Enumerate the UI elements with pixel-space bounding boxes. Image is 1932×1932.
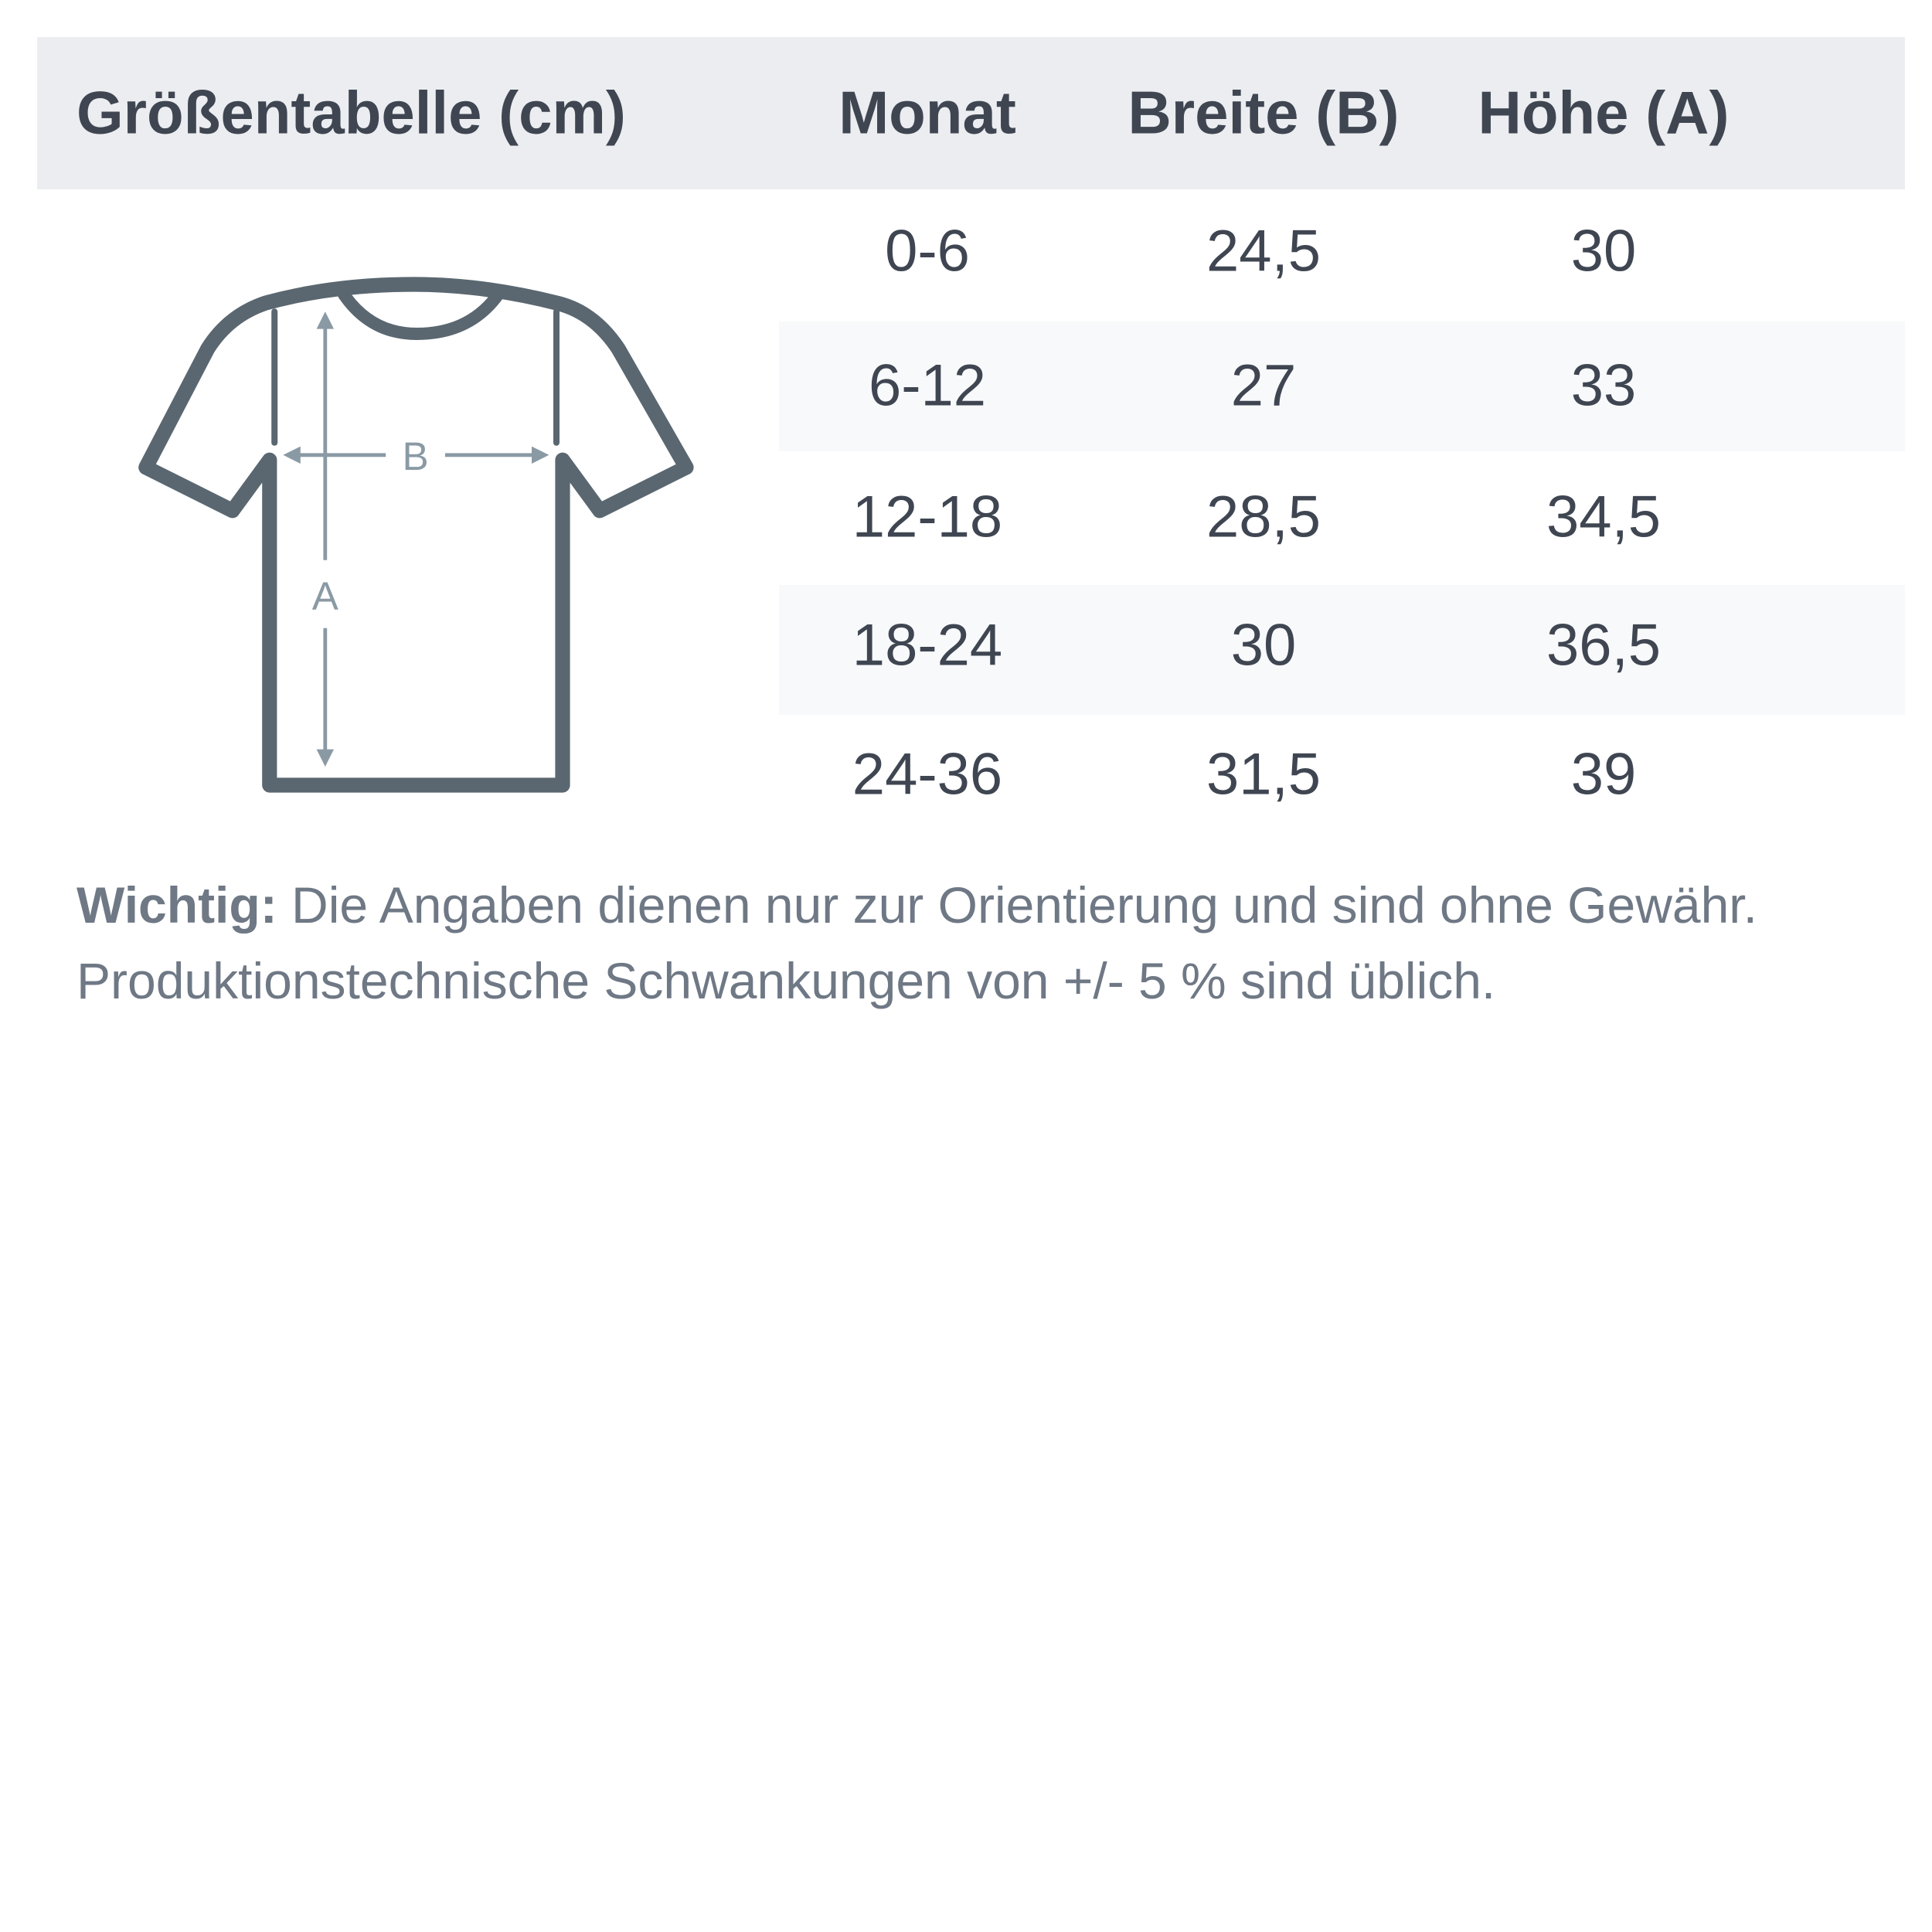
shirt-outline xyxy=(138,277,694,793)
row-stripe xyxy=(779,321,1905,451)
arrow-down-icon xyxy=(316,749,334,767)
cell-width: 28,5 xyxy=(1206,484,1321,550)
cell-month: 6-12 xyxy=(868,352,987,419)
table-header xyxy=(37,37,1905,189)
note-line-1: Die Angaben dienen nur zur Orientierung … xyxy=(277,876,1757,934)
cell-month: 12-18 xyxy=(852,484,1003,550)
cell-month: 24-36 xyxy=(852,741,1003,808)
cell-width: 30 xyxy=(1230,612,1297,679)
cell-month: 0-6 xyxy=(885,218,970,284)
row-stripe xyxy=(779,585,1905,715)
height-label: A xyxy=(312,574,339,618)
cell-height: 39 xyxy=(1570,741,1637,808)
cell-height: 33 xyxy=(1570,352,1637,419)
note-line-2: Produktionstechnische Schwankungen von +… xyxy=(77,952,1496,1009)
cell-height: 34,5 xyxy=(1546,484,1661,550)
cell-height: 30 xyxy=(1570,218,1637,284)
width-label: B xyxy=(403,434,429,478)
arrow-up-icon xyxy=(316,311,334,329)
cell-width: 24,5 xyxy=(1206,218,1321,284)
shirt-collar xyxy=(337,287,505,340)
column-header-width: Breite (B) xyxy=(1128,78,1400,147)
cell-month: 18-24 xyxy=(852,612,1003,679)
note-label: Wichtig: xyxy=(77,876,277,934)
cell-width: 31,5 xyxy=(1206,741,1321,808)
arrow-right-icon xyxy=(532,446,549,464)
disclaimer-note: Wichtig: Die Angaben dienen nur zur Orie… xyxy=(77,867,1757,1019)
size-chart-title: Größentabelle (cm) xyxy=(77,78,626,147)
cell-width: 27 xyxy=(1230,352,1297,419)
column-header-month: Monat xyxy=(838,78,1016,147)
arrow-left-icon xyxy=(283,446,301,464)
cell-height: 36,5 xyxy=(1546,612,1661,679)
column-header-height: Höhe (A) xyxy=(1478,78,1730,147)
